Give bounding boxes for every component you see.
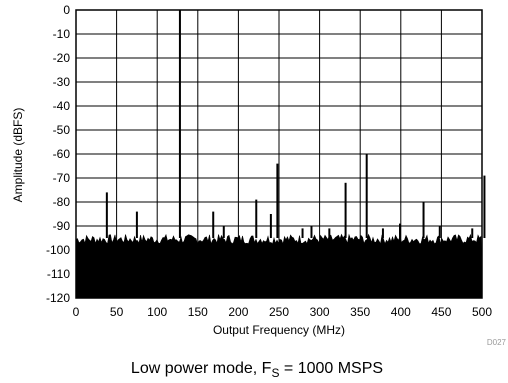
figure-id: D027 <box>487 338 507 347</box>
x-tick-label: 100 <box>147 305 167 319</box>
caption-prefix: Low power mode, F <box>131 360 272 377</box>
x-tick-label: 450 <box>431 305 451 319</box>
y-tick-label: -40 <box>53 99 71 113</box>
x-tick-label: 250 <box>269 305 289 319</box>
noise-band <box>75 233 483 299</box>
y-tick-label: -60 <box>53 147 71 161</box>
y-axis-title: Amplitude (dBFS) <box>11 108 25 203</box>
y-tick-label: -10 <box>53 27 71 41</box>
y-tick-label: -80 <box>53 195 71 209</box>
x-tick-label: 50 <box>110 305 124 319</box>
y-tick-label: -90 <box>53 219 71 233</box>
y-tick-label: -70 <box>53 171 71 185</box>
x-tick-label: 350 <box>350 305 370 319</box>
caption-subscript: S <box>271 366 279 380</box>
y-tick-label: -20 <box>53 51 71 65</box>
x-tick-label: 200 <box>228 305 248 319</box>
y-tick-label: -110 <box>47 267 70 281</box>
x-tick-label: 150 <box>188 305 208 319</box>
y-tick-labels: 0 -10 -20 -30 -40 -50 -60 -70 -80 -90 -100 -110 -120 <box>46 3 70 305</box>
x-tick-labels: 0 50 100 150 200 250 300 350 400 450 500 <box>73 305 493 319</box>
y-tick-label: -30 <box>53 75 71 89</box>
noise-floor <box>75 233 483 299</box>
y-tick-label: -100 <box>46 243 70 257</box>
y-tick-label: -120 <box>46 291 70 305</box>
spur-lines <box>105 10 486 238</box>
caption-suffix: = 1000 MSPS <box>279 360 383 377</box>
x-tick-label: 300 <box>310 305 330 319</box>
y-tick-label: -50 <box>53 123 71 137</box>
plot-frame <box>75 9 483 299</box>
x-tick-label: 0 <box>73 305 80 319</box>
y-tick-label: 0 <box>63 3 70 17</box>
x-tick-label: 400 <box>391 305 411 319</box>
x-axis-title: Output Frequency (MHz) <box>213 323 345 337</box>
caption: Low power mode, FS = 1000 MSPS <box>131 360 383 380</box>
x-tick-label: 500 <box>472 305 492 319</box>
